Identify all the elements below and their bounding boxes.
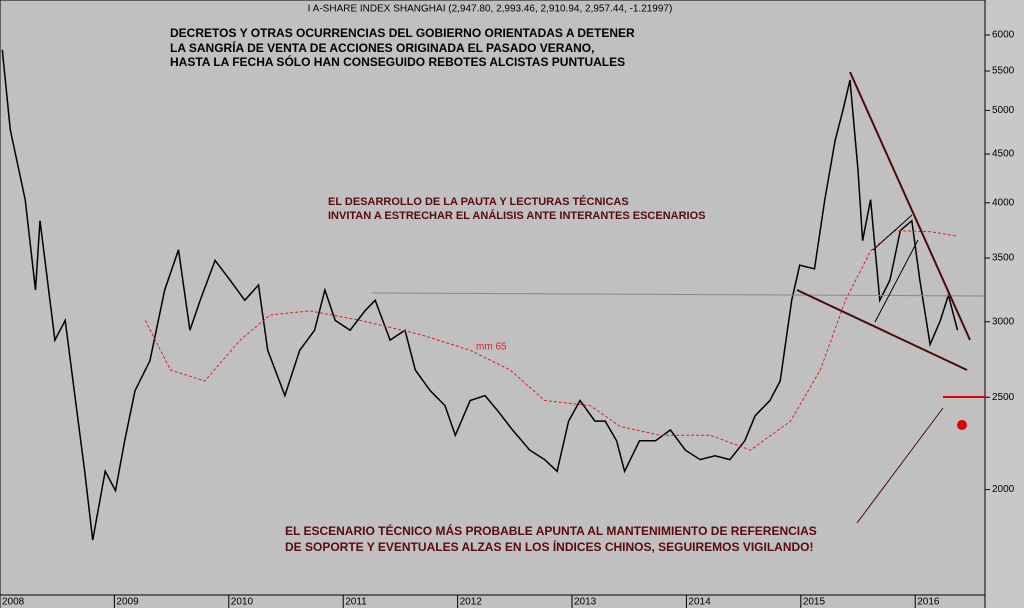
plot-area [0, 0, 986, 596]
target-marker [957, 420, 967, 430]
trend-line [796, 289, 968, 371]
x-tick-label: 2014 [688, 597, 711, 608]
x-tick-label: 2011 [345, 597, 367, 608]
y-tick-label: 5500 [992, 66, 1015, 77]
y-tick-label: 2000 [992, 484, 1015, 495]
marks [1, 49, 959, 541]
annotation: EL DESARROLLO DE LA PAUTA Y LECTURAS TÉC… [328, 195, 629, 208]
annotation: DE SOPORTE Y EVENTUALES ALZAS EN LOS ÍND… [285, 539, 814, 554]
chart-title: I A-SHARE INDEX SHANGHAI (2,947.80, 2,99… [308, 4, 673, 15]
channel-line [872, 214, 913, 251]
annotation: EL ESCENARIO TÉCNICO MÁS PROBABLE APUNTA… [285, 523, 817, 538]
annotation: INVITAN A ESTRECHAR EL ANÁLISIS ANTE INT… [328, 209, 706, 222]
trend-line [849, 71, 971, 341]
price-line [1, 49, 959, 541]
target-line [856, 407, 944, 524]
x-tick-label: 2010 [231, 597, 254, 608]
y-tick-label: 3000 [992, 316, 1015, 327]
x-tick-label: 2012 [460, 597, 483, 608]
annotation: LA SANGRÍA DE VENTA DE ACCIONES ORIGINAD… [170, 40, 594, 55]
x-tick-label: 2016 [917, 597, 940, 608]
channel-line [874, 239, 919, 323]
x-tick-label: 2008 [2, 597, 25, 608]
ma-label: mm 65 [476, 342, 507, 353]
y-axis-strip [985, 0, 1024, 608]
x-tick-label: 2009 [116, 597, 139, 608]
y-tick-label: 5000 [992, 105, 1015, 116]
y-tick-label: 3500 [992, 253, 1015, 264]
y-tick-label: 2500 [992, 392, 1015, 403]
x-tick-label: 2015 [803, 597, 826, 608]
y-tick-label: 4000 [992, 197, 1015, 208]
y-tick-label: 6000 [992, 30, 1015, 41]
moving-average [144, 230, 958, 451]
annotation: DECRETOS Y OTRAS OCURRENCIAS DEL GOBIERN… [170, 26, 635, 40]
annotation: HASTA LA FECHA SÓLO HAN CONSEGUIDO REBOT… [170, 54, 625, 69]
resistance-line [371, 292, 986, 297]
x-tick-label: 2013 [574, 597, 597, 608]
y-tick-label: 4500 [992, 149, 1015, 160]
